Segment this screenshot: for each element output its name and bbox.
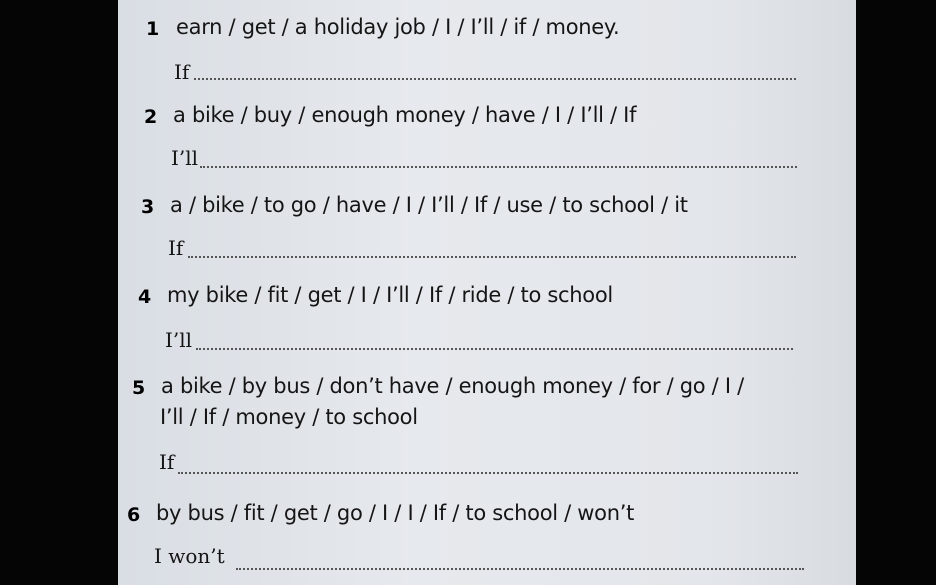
answer-starter: I’ll: [165, 328, 193, 352]
item-number: 6: [127, 504, 141, 526]
item-prompt-continued: I’ll / If / money / to school: [160, 405, 418, 429]
answer-line[interactable]: [196, 348, 793, 350]
item-number: 5: [132, 377, 146, 399]
item-number: 3: [141, 196, 155, 218]
answer-starter: If: [168, 236, 184, 260]
item-number: 2: [144, 106, 158, 128]
answer-starter: I won’t: [154, 544, 225, 568]
answer-line[interactable]: [188, 256, 796, 258]
item-prompt: a bike / by bus / don’t have / enough mo…: [161, 374, 744, 398]
item-prompt: a bike / buy / enough money / have / I /…: [173, 103, 637, 127]
answer-line[interactable]: [194, 78, 796, 80]
answer-line[interactable]: [236, 568, 804, 570]
item-prompt: earn / get / a holiday job / I / I’ll / …: [176, 15, 620, 39]
item-number: 4: [138, 286, 152, 308]
item-prompt: by bus / fit / get / go / I / I / If / t…: [156, 501, 635, 525]
item-prompt: a / bike / to go / have / I / I’ll / If …: [170, 193, 688, 217]
answer-line[interactable]: [178, 472, 798, 474]
answer-starter: If: [159, 450, 175, 474]
worksheet-page: [118, 0, 856, 585]
answer-starter: I’ll: [171, 146, 199, 170]
item-prompt: my bike / fit / get / I / I’ll / If / ri…: [167, 283, 613, 307]
answer-line[interactable]: [200, 166, 797, 168]
answer-starter: If: [174, 60, 190, 84]
item-number: 1: [146, 18, 160, 40]
